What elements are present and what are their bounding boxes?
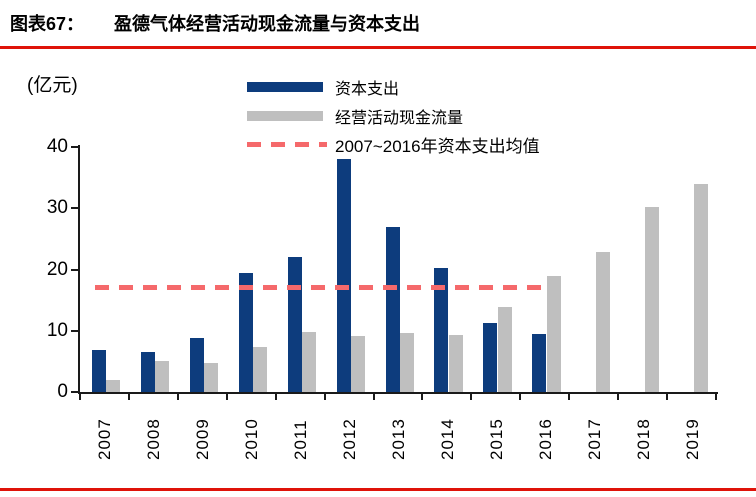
- x-tick-label-2012: 2012: [340, 418, 360, 460]
- footer-rule: [0, 488, 756, 491]
- bar-ocf-2009: [204, 363, 219, 392]
- legend: 资本支出经营活动现金流量 2007~2016年资本支出均值: [247, 72, 540, 159]
- figure-label: 图表67：: [10, 14, 85, 34]
- legend-label-capex: 资本支出: [335, 80, 400, 98]
- bar-capex-2014: [434, 267, 449, 392]
- capex-swatch-icon: [247, 81, 323, 92]
- x-tick-label-2015: 2015: [486, 418, 506, 460]
- y-tick-label: 20: [46, 258, 68, 280]
- x-axis-line: [78, 392, 718, 394]
- y-tick: [71, 329, 78, 332]
- x-tick-label-2007: 2007: [95, 418, 115, 460]
- x-tick: [421, 394, 424, 400]
- y-tick: [71, 268, 78, 271]
- x-tick: [176, 394, 179, 400]
- ocf-swatch-icon: [247, 110, 323, 121]
- bar-capex-2013: [385, 226, 400, 392]
- legend-item-capex-mean: 2007~2016年资本支出均值: [247, 130, 540, 159]
- y-tick-label: 0: [57, 381, 68, 402]
- capex-mean-swatch-icon: [247, 142, 327, 147]
- bar-ocf-2013: [400, 332, 414, 392]
- x-tick: [519, 394, 522, 400]
- y-tick: [71, 146, 78, 148]
- bar-ocf-2016: [546, 276, 561, 392]
- bar-capex-2016: [532, 334, 547, 392]
- bar-ocf-2019: [693, 184, 708, 392]
- legend-item-ocf: 经营活动现金流量: [247, 101, 540, 130]
- bar-capex-2011: [287, 257, 302, 392]
- x-tick-label-2019: 2019: [682, 418, 702, 460]
- x-tick-label-2016: 2016: [535, 418, 555, 460]
- bar-capex-2015: [483, 323, 498, 392]
- x-tick: [470, 394, 473, 400]
- title-underline: [0, 46, 756, 49]
- x-tick-label-2009: 2009: [193, 418, 213, 460]
- y-tick: [71, 391, 78, 393]
- x-tick: [715, 394, 717, 400]
- bar-capex-2010: [238, 272, 253, 392]
- legend-bar-swatch: [247, 81, 327, 92]
- legend-dash-swatch: [247, 142, 327, 147]
- x-tick: [666, 394, 669, 400]
- y-tick-label: 10: [46, 319, 68, 341]
- x-tick-label-2011: 2011: [291, 419, 311, 460]
- bar-capex-2009: [189, 338, 204, 392]
- bar-ocf-2008: [155, 361, 170, 392]
- bar-ocf-2010: [253, 347, 268, 392]
- x-tick-label-2014: 2014: [437, 418, 457, 460]
- capex-mean-reference-line: [95, 285, 547, 291]
- y-axis-unit-label: (亿元): [27, 75, 78, 96]
- legend-bar-swatch: [247, 110, 327, 121]
- bar-ocf-2012: [351, 335, 366, 392]
- y-tick: [71, 207, 78, 210]
- bar-capex-2008: [140, 351, 155, 392]
- x-tick-label-2017: 2017: [584, 418, 604, 460]
- legend-label-ocf: 经营活动现金流量: [335, 109, 464, 127]
- y-tick-label: 30: [46, 197, 68, 219]
- bar-ocf-2011: [302, 331, 317, 392]
- legend-item-capex: 资本支出: [247, 72, 540, 101]
- x-tick: [323, 394, 326, 400]
- x-tick-label-2013: 2013: [389, 418, 408, 460]
- x-tick: [274, 394, 277, 400]
- bar-ocf-2007: [106, 379, 121, 392]
- bar-ocf-2015: [497, 307, 512, 392]
- x-tick: [225, 394, 228, 400]
- x-tick-label-2018: 2018: [633, 418, 653, 460]
- x-tick-label-2008: 2008: [144, 418, 164, 460]
- x-tick-label-2010: 2010: [242, 418, 262, 460]
- x-tick: [372, 394, 375, 400]
- bar-capex-2007: [91, 349, 106, 392]
- bar-capex-2012: [336, 159, 351, 392]
- page-title: 盈德气体经营活动现金流量与资本支出: [114, 14, 421, 34]
- x-tick: [79, 394, 81, 400]
- x-tick: [568, 394, 571, 400]
- y-axis-line: [78, 145, 80, 394]
- legend-label-capex-mean: 2007~2016年资本支出均值: [335, 137, 540, 156]
- bar-ocf-2018: [644, 207, 659, 392]
- x-tick: [127, 394, 130, 400]
- y-tick-label: 40: [46, 136, 68, 157]
- bar-ocf-2014: [448, 335, 463, 392]
- chart-header: 图表67： 盈德气体经营活动现金流量与资本支出: [10, 10, 420, 36]
- bar-ocf-2017: [595, 251, 610, 392]
- x-tick: [617, 394, 620, 400]
